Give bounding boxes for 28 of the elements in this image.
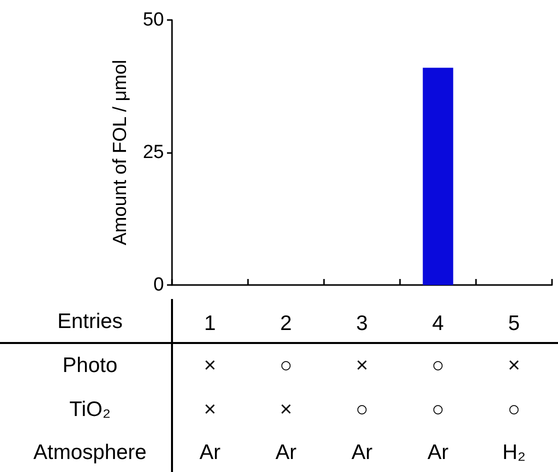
text: ○ xyxy=(280,354,292,378)
x-tick-label: 2 xyxy=(280,312,292,335)
text: × xyxy=(280,398,292,422)
text: × xyxy=(356,354,368,378)
text: TiO₂ xyxy=(69,398,111,422)
text: × xyxy=(508,354,520,378)
x-axis-title: Entries xyxy=(57,310,123,334)
text: Ar xyxy=(200,441,220,465)
x-tick-label: 4 xyxy=(432,312,444,335)
y-axis-title: Amount of FOL / μmol xyxy=(110,60,131,246)
y-tick-label: 25 xyxy=(142,142,164,163)
x-tick-label: 3 xyxy=(356,312,368,335)
text: × xyxy=(204,398,216,422)
text: Atmosphere xyxy=(33,441,147,465)
text: ○ xyxy=(508,398,520,422)
text: H₂ xyxy=(502,441,526,465)
text: × xyxy=(204,354,216,378)
x-tick-label: 1 xyxy=(204,312,216,335)
text: ○ xyxy=(356,398,368,422)
y-tick-label: 50 xyxy=(142,10,164,30)
text: Ar xyxy=(428,441,448,465)
text: Photo xyxy=(62,354,118,378)
y-tick-label: 0 xyxy=(153,274,164,296)
text: Ar xyxy=(352,441,372,465)
text: Ar xyxy=(276,441,296,465)
text: ○ xyxy=(432,354,444,378)
text: ○ xyxy=(432,398,444,422)
x-tick-label: 5 xyxy=(508,312,520,335)
